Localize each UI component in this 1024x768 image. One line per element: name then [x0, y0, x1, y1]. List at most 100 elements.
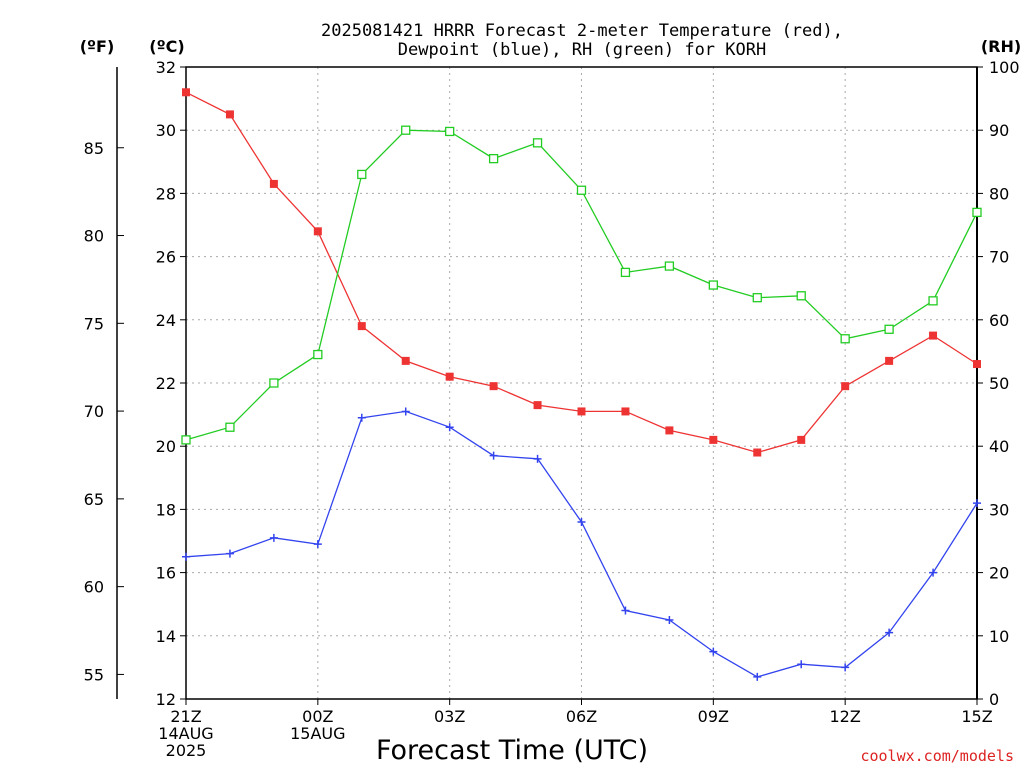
dewpoint-point	[973, 499, 981, 508]
rh-point	[972, 207, 982, 218]
dewpoint-point	[489, 451, 498, 460]
dewpoint-point	[357, 413, 366, 422]
temperature-point	[445, 372, 454, 381]
temperature-point	[929, 331, 938, 340]
rh-point	[357, 169, 367, 180]
dewpoint-point	[533, 454, 542, 463]
rh-tick-label: 90	[989, 121, 1009, 140]
temperature-point	[269, 179, 278, 188]
celsius-tick-label: 26	[156, 248, 176, 267]
rh-point	[401, 125, 411, 135]
dewpoint-series	[182, 407, 981, 681]
celsius-tick-label: 22	[156, 374, 176, 393]
rh-tick-label: 0	[989, 690, 999, 709]
temperature-point	[665, 426, 674, 435]
temperature-point	[841, 382, 850, 391]
celsius-tick-label: 12	[156, 690, 176, 709]
dewpoint-point	[313, 540, 322, 549]
x-tick-label: 06Z	[566, 707, 597, 726]
celsius-tick-label: 20	[156, 437, 176, 456]
rh-point	[181, 435, 191, 445]
rh-tick-label: 80	[989, 184, 1009, 203]
rh-point	[928, 296, 938, 306]
chart-title-line1: 2025081421 HRRR Forecast 2-meter Tempera…	[321, 21, 843, 41]
dewpoint-point	[797, 660, 806, 669]
dewpoint-point	[445, 423, 454, 432]
celsius-tick-label: 18	[156, 500, 176, 519]
fahrenheit-tick-label: 55	[84, 665, 104, 684]
temperature-point	[973, 360, 981, 369]
rh-point	[225, 422, 235, 432]
grid-lines	[186, 67, 977, 699]
rh-point	[708, 280, 718, 290]
x-tick-label: 2025	[166, 741, 207, 760]
dewpoint-point	[709, 647, 718, 656]
dewpoint-point	[182, 552, 190, 561]
rh-tick-label: 100	[989, 58, 1020, 77]
temperature-point	[621, 407, 630, 416]
celsius-tick-label: 30	[156, 121, 176, 140]
celsius-tick-label: 32	[156, 58, 176, 77]
rh-point	[664, 261, 675, 271]
temperature-point	[357, 322, 366, 331]
rh-unit-label: (RH)	[981, 37, 1021, 56]
x-tick-label: 21Z	[170, 707, 201, 726]
rh-point	[488, 153, 499, 164]
fahrenheit-tick-label: 75	[84, 314, 104, 333]
dewpoint-point	[621, 606, 630, 615]
temperature-point	[533, 401, 542, 410]
temperature-point	[577, 407, 586, 416]
rh-point	[752, 293, 762, 303]
dewpoint-point	[401, 407, 410, 416]
temperature-point	[182, 88, 190, 97]
temperature-point	[885, 356, 894, 365]
rh-tick-label: 70	[989, 248, 1009, 267]
rh-point	[576, 185, 587, 195]
x-tick-label: 12Z	[830, 707, 861, 726]
temperature-point	[709, 435, 718, 444]
x-tick-label: 14AUG	[158, 724, 213, 743]
credit-text: coolwx.com/models	[860, 747, 1014, 765]
dewpoint-point	[753, 672, 762, 681]
x-axis-title: Forecast Time (UTC)	[376, 735, 648, 766]
rh-point	[796, 291, 806, 301]
x-tick-label: 00Z	[302, 707, 333, 726]
x-tick-label: 03Z	[434, 707, 465, 726]
rh-point	[313, 349, 323, 360]
fahrenheit-tick-label: 60	[84, 578, 104, 597]
axes: 12 14 16 18 20 22 24 26 28 30 32 55 60 65 70 75 80 85 0 10 2…	[84, 58, 1020, 760]
dewpoint-point	[269, 533, 278, 542]
x-tick-label: 15AUG	[290, 724, 345, 743]
fahrenheit-tick-label: 65	[84, 490, 104, 509]
celsius-unit-label: (ºC)	[149, 37, 184, 56]
rh-point	[269, 378, 279, 388]
temperature-point	[753, 448, 762, 457]
dewpoint-point	[665, 616, 674, 624]
celsius-tick-label: 14	[156, 627, 176, 646]
rh-point	[445, 126, 455, 137]
data-series	[181, 88, 982, 681]
rh-point	[884, 324, 894, 334]
dewpoint-point	[885, 628, 894, 637]
rh-point	[532, 138, 543, 148]
fahrenheit-tick-label: 80	[84, 227, 104, 246]
rh-point	[840, 334, 850, 344]
rh-tick-label: 40	[989, 437, 1009, 456]
fahrenheit-tick-label: 70	[84, 402, 104, 421]
temperature-point	[313, 227, 322, 236]
rh-tick-label: 20	[989, 564, 1009, 583]
temperature-series	[182, 88, 981, 457]
temperature-point	[797, 435, 806, 444]
celsius-tick-label: 24	[156, 311, 176, 330]
temperature-point	[489, 382, 498, 391]
dewpoint-point	[225, 549, 234, 558]
dewpoint-point	[929, 568, 938, 577]
dewpoint-point	[841, 663, 850, 672]
fahrenheit-tick-label: 85	[84, 139, 104, 158]
temperature-point	[401, 356, 410, 365]
x-tick-label: 15Z	[961, 707, 992, 726]
x-tick-label: 09Z	[698, 707, 729, 726]
rh-point	[620, 267, 631, 278]
celsius-tick-label: 28	[156, 184, 176, 203]
